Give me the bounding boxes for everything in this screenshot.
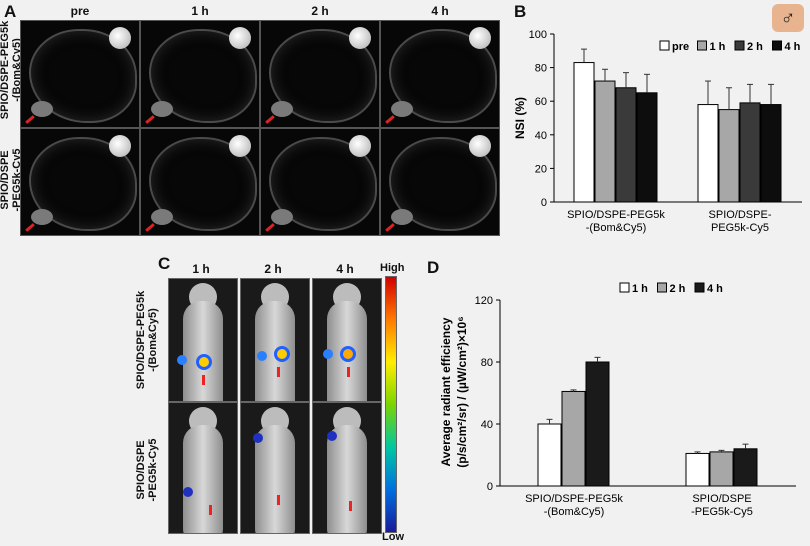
logo-icon: ♂ xyxy=(772,4,804,32)
bar xyxy=(760,104,782,203)
panel-label-b: B xyxy=(514,2,527,21)
bar xyxy=(739,102,761,203)
mri-image xyxy=(380,128,500,236)
y-tick-label: 80 xyxy=(481,357,493,369)
legend-label: 2 h xyxy=(747,41,763,53)
bar xyxy=(709,451,734,487)
fluor-col-2h: 2 h xyxy=(264,262,282,276)
bar xyxy=(685,452,710,487)
panel-label-c: C xyxy=(158,254,171,273)
x-category-label: SPIO/DSPE xyxy=(692,493,751,505)
scale-low-label: Low xyxy=(382,531,404,543)
mri-image xyxy=(260,128,380,236)
bar xyxy=(636,92,658,203)
x-category-label: -(Bom&Cy5) xyxy=(544,506,605,518)
y-axis-title-line2: (p/s/cm²/sr) / (µW/cm²)×10⁶ xyxy=(455,316,469,467)
bar xyxy=(585,361,610,487)
y-axis-title: NSI (%) xyxy=(513,97,527,139)
mri-image xyxy=(140,20,260,128)
chart-b: 0 20 40 60 80 100 SPIO/DSPE-PEG5k-(Bom&Cy5) SPI… xyxy=(513,29,802,234)
mri-image xyxy=(380,20,500,128)
mri-col-1h: 1 h xyxy=(191,4,209,18)
fluor-col-4h: 4 h xyxy=(336,262,354,276)
bar xyxy=(718,109,740,203)
y-tick-label: 100 xyxy=(529,29,547,41)
mri-image xyxy=(20,20,140,128)
y-axis-title-line1: Average radiant efficiency xyxy=(439,317,453,466)
scale-high-label: High xyxy=(380,262,405,274)
chart-d: 0 40 80 120 SPIO/DSPE-PEG5k-(Bom&Cy5) SPIO/DS… xyxy=(439,282,796,518)
mouse-image xyxy=(240,402,310,534)
legend-label: 1 h xyxy=(710,41,726,53)
mouse-image xyxy=(168,402,238,534)
y-tick-label: 60 xyxy=(535,96,547,108)
legend-label: pre xyxy=(672,41,689,53)
legend-label: 2 h xyxy=(670,283,686,295)
mouse-image xyxy=(240,278,310,402)
bar xyxy=(733,448,758,487)
legend-swatch xyxy=(734,40,745,51)
mouse-image xyxy=(312,278,382,402)
y-tick-label: 0 xyxy=(487,481,493,493)
mri-col-2h: 2 h xyxy=(311,4,329,18)
legend-swatch xyxy=(772,40,782,51)
fluor-row-label-1: SPIO/DSPE-PEG5k -(Bom&Cy5) xyxy=(135,290,159,390)
legend-swatch xyxy=(657,282,667,293)
legend-swatch xyxy=(694,282,705,293)
x-category-label: SPIO/DSPE- xyxy=(709,209,772,221)
y-tick-label: 40 xyxy=(535,130,547,142)
x-category-label: -(Bom&Cy5) xyxy=(586,222,647,234)
mri-col-4h: 4 h xyxy=(431,4,449,18)
x-category-label: PEG5k-Cy5 xyxy=(711,222,769,234)
intensity-colorbar xyxy=(385,276,397,533)
x-category-label: SPIO/DSPE-PEG5k xyxy=(567,209,665,221)
legend-swatch xyxy=(619,282,630,293)
legend-swatch xyxy=(659,40,670,51)
y-tick-label: 40 xyxy=(481,419,493,431)
y-tick-label: 0 xyxy=(541,197,547,209)
mri-image xyxy=(140,128,260,236)
y-tick-label: 120 xyxy=(475,295,493,307)
bar xyxy=(615,87,637,203)
legend-label: 4 h xyxy=(707,283,723,295)
legend-label: 1 h xyxy=(632,283,648,295)
fluor-row-label-2: SPIO/DSPE -PEG5k-Cy5 xyxy=(135,438,159,502)
mri-image xyxy=(20,128,140,236)
panel-label-d: D xyxy=(427,258,440,277)
x-category-label: -PEG5k-Cy5 xyxy=(691,506,753,518)
bar xyxy=(594,80,616,203)
bar xyxy=(697,104,719,203)
mri-col-pre: pre xyxy=(70,4,90,18)
bar xyxy=(561,390,586,487)
legend-label: 4 h xyxy=(785,41,801,53)
y-tick-label: 80 xyxy=(535,63,547,75)
mouse-image xyxy=(168,278,238,402)
y-tick-label: 20 xyxy=(535,163,547,175)
bar xyxy=(573,62,595,203)
mri-image xyxy=(260,20,380,128)
bar xyxy=(537,423,562,487)
legend-swatch xyxy=(697,40,707,51)
x-category-label: SPIO/DSPE-PEG5k xyxy=(525,493,623,505)
fluor-col-1h: 1 h xyxy=(192,262,210,276)
mouse-image xyxy=(312,402,382,534)
panel-label-a: A xyxy=(4,2,17,21)
